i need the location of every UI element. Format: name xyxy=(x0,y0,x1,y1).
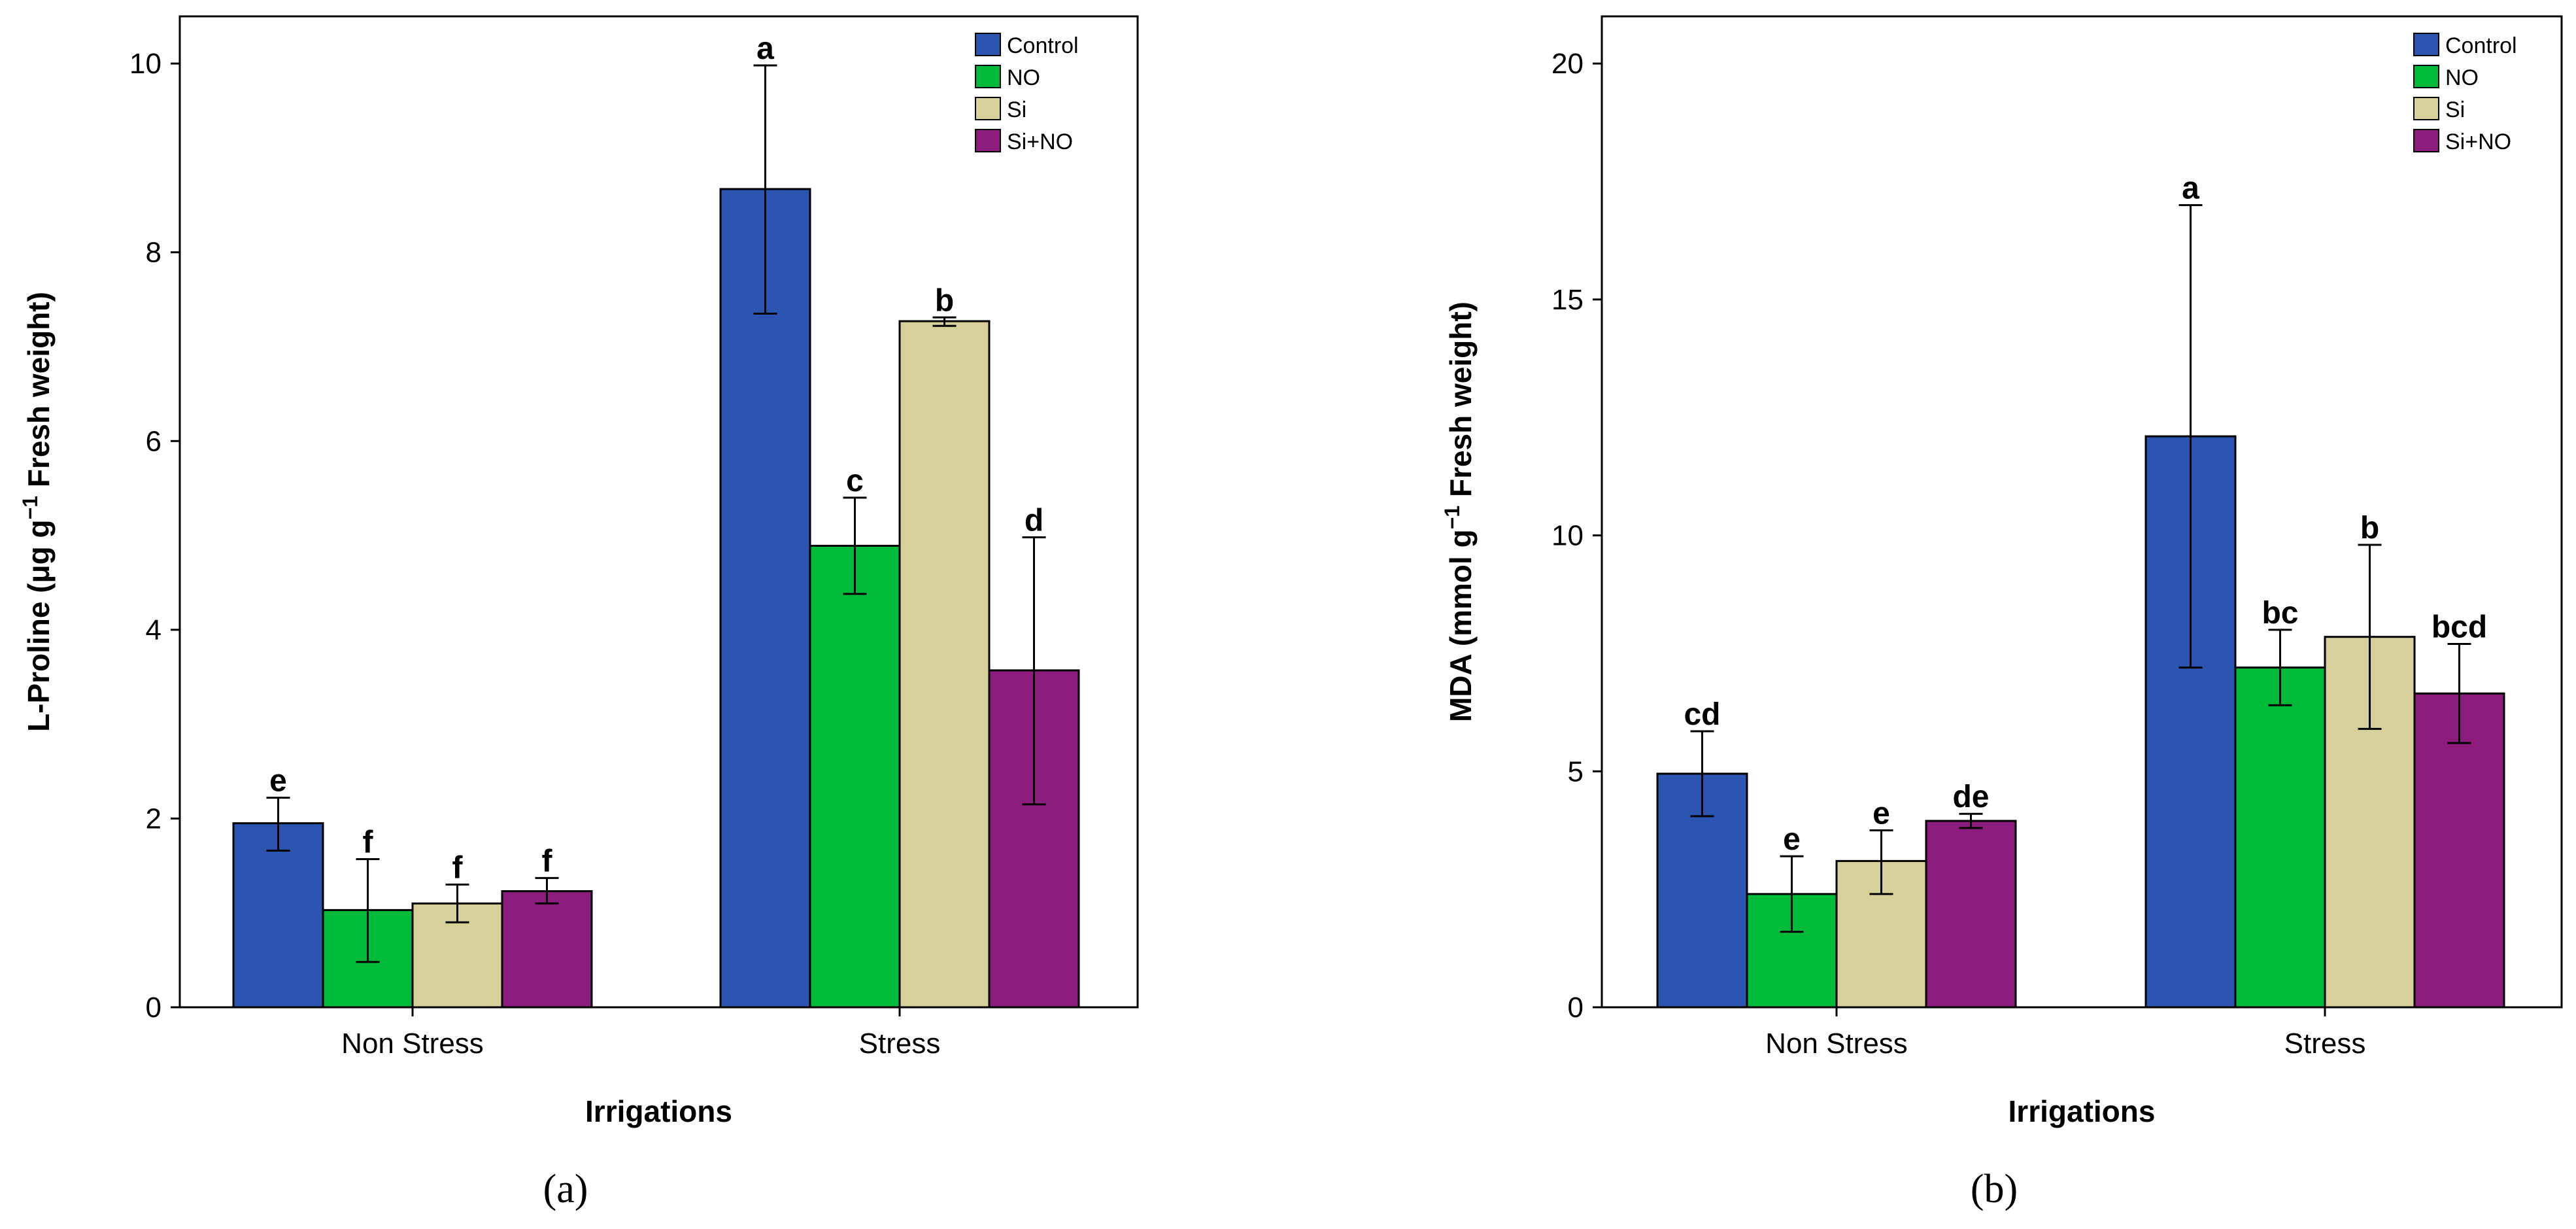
plot-area-frame xyxy=(1601,15,2563,1009)
y-tick-label: 2 xyxy=(146,803,161,835)
significance-letter: e xyxy=(1873,796,1890,831)
bars-layer xyxy=(232,188,1080,1009)
significance-letter: f xyxy=(452,850,464,885)
y-axis-label-tail: Fresh weight) xyxy=(1444,302,1478,506)
x-tick-label: Non Stress xyxy=(1765,1028,1908,1060)
errorbars-layer xyxy=(266,64,1046,963)
significance-letter: bcd xyxy=(2432,610,2487,645)
legend-label: Si xyxy=(2445,97,2465,122)
errorbars-layer xyxy=(1690,204,2471,933)
y-tick-label: 0 xyxy=(146,992,161,1024)
legend-label: Si+NO xyxy=(2445,130,2511,154)
legend-swatch xyxy=(2413,65,2439,88)
significance-letter: cd xyxy=(1684,697,1720,732)
y-tick-label: 20 xyxy=(1551,48,1584,80)
legend-label: Control xyxy=(1007,33,1079,58)
bar xyxy=(1925,820,2017,1009)
significance-letter: e xyxy=(1783,822,1801,857)
bar xyxy=(232,822,324,1009)
y-ticks: 0 2 4 6 8 10 xyxy=(129,48,180,1024)
legend-label: Si+NO xyxy=(1007,130,1073,154)
bar xyxy=(501,890,593,1009)
legend-swatch xyxy=(975,129,1001,152)
significance-letter: b xyxy=(935,283,954,318)
x-axis-label: Irrigations xyxy=(2008,1094,2156,1128)
x-tick-label: Non Stress xyxy=(341,1028,484,1060)
x-ticks: Non Stress Stress xyxy=(1765,1007,2365,1060)
significance-letter: e xyxy=(269,764,287,799)
legend: Control NO Si Si+NO xyxy=(2413,33,2517,154)
y-tick-label: 10 xyxy=(1551,520,1584,552)
y-tick-label: 15 xyxy=(1551,284,1584,316)
bar xyxy=(719,188,811,1009)
y-tick-label: 4 xyxy=(146,614,161,646)
significance-letter: de xyxy=(1952,780,1989,814)
y-tick-label: 0 xyxy=(1568,992,1584,1024)
x-tick-label: Stress xyxy=(859,1028,941,1060)
panel-label: (b) xyxy=(1971,1167,2018,1211)
y-axis-label-sup: −1 xyxy=(18,496,42,519)
significance-letter: d xyxy=(1025,503,1043,538)
y-axis-label-main: L-Proline (μg g xyxy=(22,519,56,732)
panel-label: (a) xyxy=(543,1167,588,1211)
chart-panel-a: e f f f a c b d 0 2 4 6 8 10 Non Stress Stress Irriga… xyxy=(18,15,1139,1211)
y-axis-label-tail: Fresh weight) xyxy=(22,292,56,496)
legend-label: NO xyxy=(1007,65,1040,90)
legend-swatch xyxy=(2413,97,2439,120)
legend-label: NO xyxy=(2445,65,2479,90)
legend: Control NO Si Si+NO xyxy=(975,33,1079,154)
letters-layer: e f f f a c b d xyxy=(269,31,1043,885)
bar xyxy=(898,320,991,1009)
y-axis-label: MDA (mmol g−1 Fresh weight) xyxy=(1440,302,1478,722)
significance-letter: a xyxy=(2182,171,2199,206)
legend-label: Si xyxy=(1007,97,1026,122)
y-ticks: 0 5 10 15 20 xyxy=(1551,48,1602,1024)
significance-letter: b xyxy=(2360,511,2379,545)
legend-swatch xyxy=(975,33,1001,56)
legend-swatch xyxy=(2413,129,2439,152)
significance-letter: f xyxy=(542,844,553,878)
x-tick-label: Stress xyxy=(2284,1028,2366,1060)
legend-label: Control xyxy=(2445,33,2517,58)
y-axis-label-main: MDA (mmol g xyxy=(1444,529,1478,722)
y-tick-label: 8 xyxy=(146,237,161,269)
x-ticks: Non Stress Stress xyxy=(341,1007,940,1060)
bar xyxy=(2234,666,2326,1009)
significance-letter: bc xyxy=(2262,596,2298,631)
significance-letter: a xyxy=(756,31,774,66)
y-axis-label: L-Proline (μg g−1 Fresh weight) xyxy=(18,292,56,732)
y-tick-label: 5 xyxy=(1568,755,1584,788)
bar xyxy=(809,544,901,1009)
letters-layer: cd e e de a bc b bcd xyxy=(1684,171,2487,857)
significance-letter: c xyxy=(846,464,864,498)
legend-swatch xyxy=(2413,33,2439,56)
y-axis-label-sup: −1 xyxy=(1440,506,1464,529)
plot-area-frame xyxy=(178,15,1139,1009)
significance-letter: f xyxy=(363,825,374,859)
legend-swatch xyxy=(975,97,1001,120)
y-tick-label: 10 xyxy=(129,48,161,80)
y-tick-label: 6 xyxy=(146,425,161,457)
legend-swatch xyxy=(975,65,1001,88)
x-axis-label: Irrigations xyxy=(585,1094,732,1128)
